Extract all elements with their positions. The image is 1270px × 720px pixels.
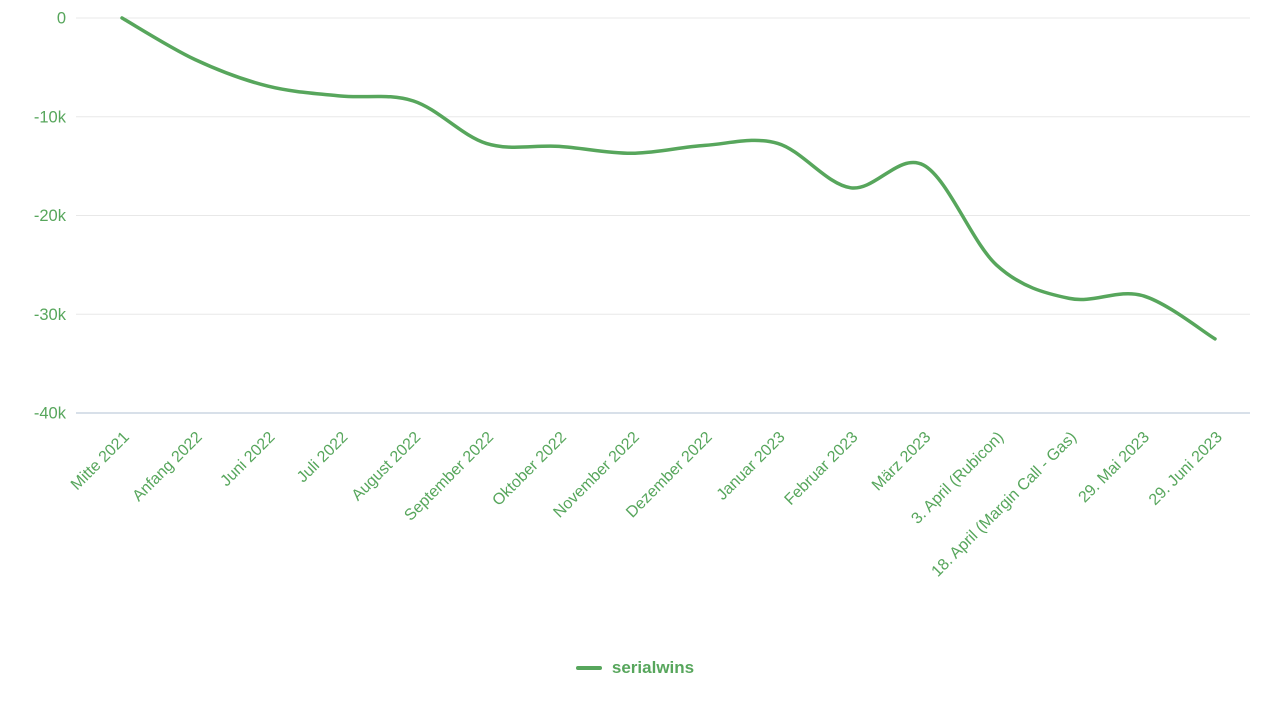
x-axis-label: 29. Mai 2023 — [1076, 429, 1154, 507]
x-axis-label: März 2023 — [869, 429, 935, 495]
x-axis-label: August 2022 — [349, 429, 425, 505]
legend-line-swatch — [575, 666, 602, 670]
x-axis-label: Januar 2023 — [714, 429, 789, 504]
x-axis-label: Mitte 2021 — [68, 429, 133, 494]
chart-legend[interactable]: serialwins — [0, 658, 1270, 678]
y-axis-label: -10k — [34, 108, 67, 126]
y-axis-label: -20k — [34, 207, 67, 225]
y-axis-label: 0 — [57, 10, 66, 28]
x-axis-label: Februar 2023 — [782, 429, 862, 509]
x-axis-label: Juni 2022 — [217, 429, 278, 490]
x-axis-label: Oktober 2022 — [489, 429, 570, 510]
series-line-serialwins — [120, 16, 1217, 341]
y-axis-label: -40k — [34, 405, 67, 423]
x-axis-label: 29. Juni 2023 — [1146, 429, 1226, 509]
y-axis-label: -30k — [34, 306, 67, 324]
x-axis-label: 18. April (Margin Call - Gas) — [928, 429, 1080, 581]
x-axis-label: Anfang 2022 — [130, 429, 206, 505]
legend-series-label: serialwins — [611, 658, 695, 677]
x-axis-label: Juli 2022 — [294, 429, 351, 486]
